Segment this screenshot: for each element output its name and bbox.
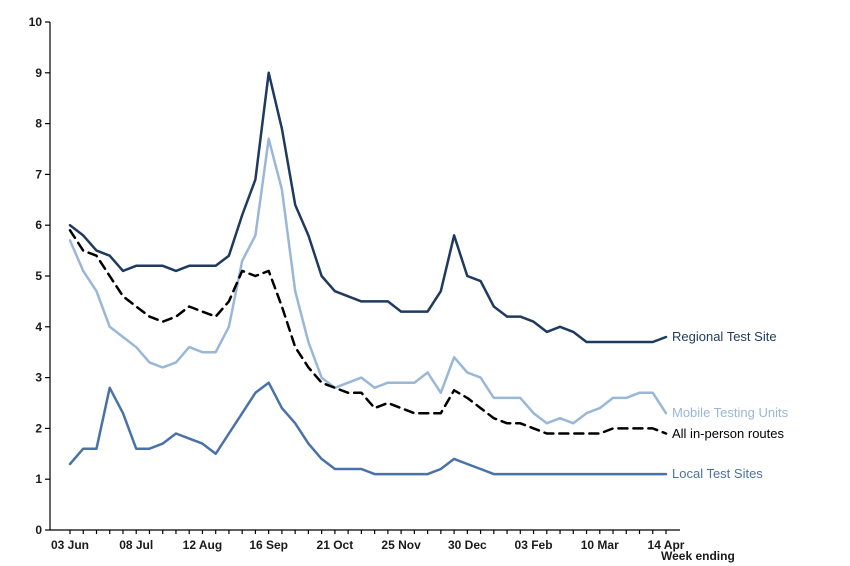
x-tick-label: 03 Jun <box>51 538 89 552</box>
x-tick-label: 12 Aug <box>183 538 223 552</box>
x-tick-label: 25 Nov <box>381 538 421 552</box>
y-tick-label: 2 <box>35 421 42 435</box>
x-tick-label: 08 Jul <box>119 538 153 552</box>
x-tick-label: 21 Oct <box>317 538 354 552</box>
series-line-mobile-testing-units <box>68 137 668 425</box>
series-label: All in-person routes <box>672 426 784 441</box>
axes <box>49 22 680 531</box>
series-label: Mobile Testing Units <box>672 405 789 420</box>
y-tick-label: 1 <box>35 472 42 486</box>
x-axis-title: Week ending <box>661 549 735 563</box>
x-tick-label: 03 Feb <box>515 538 553 552</box>
series-line-regional-test-site <box>68 71 668 344</box>
y-tick-label: 5 <box>35 269 42 283</box>
series-line-all-in-person-routes <box>68 229 668 435</box>
series-label: Regional Test Site <box>672 329 777 344</box>
x-axis-ticks: 03 Jun 08 Jul 12 Aug 16 Sep 21 Oct 25 Nov 30 D… <box>51 530 685 552</box>
x-tick-label: 10 Mar <box>581 538 619 552</box>
x-tick-label: 16 Sep <box>249 538 288 552</box>
x-tick-label: 30 Dec <box>448 538 487 552</box>
y-tick-label: 10 <box>29 15 43 29</box>
series-line-local-test-sites <box>68 381 668 476</box>
series-lines <box>68 71 668 476</box>
y-tick-label: 6 <box>35 218 42 232</box>
x-tick-label: 14 Apr <box>648 538 685 552</box>
y-tick-label: 9 <box>35 66 42 80</box>
y-tick-label: 0 <box>35 523 42 537</box>
series-labels: Regional Test Site Mobile Testing Units Al… <box>672 329 789 481</box>
y-tick-label: 7 <box>35 167 42 181</box>
y-tick-label: 8 <box>35 117 42 131</box>
y-axis-ticks: 0 1 2 3 4 5 6 7 8 9 10 <box>29 15 50 537</box>
y-tick-label: 3 <box>35 371 42 385</box>
series-label: Local Test Sites <box>672 466 763 481</box>
y-tick-label: 4 <box>35 320 42 334</box>
